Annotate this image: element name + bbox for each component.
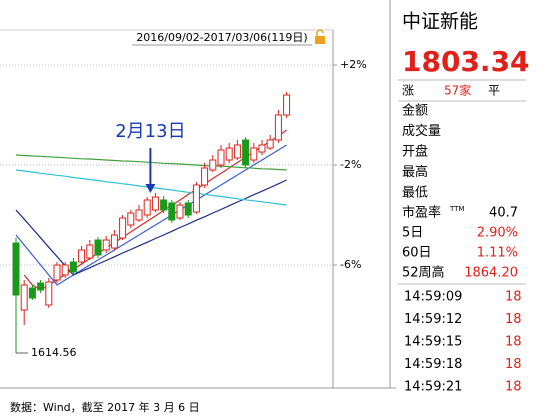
candle-body — [192, 184, 200, 213]
y-tick-label: +2% — [340, 58, 367, 71]
annotation: 2月13日 — [115, 121, 185, 142]
chart-header: 2016/09/02-2017/03/06(119日) — [136, 31, 307, 44]
stat-value: 2.90% — [477, 226, 518, 241]
candle-body — [102, 239, 110, 251]
arrow-head — [145, 184, 156, 193]
candle-body — [119, 217, 127, 239]
tick-time: 14:59:18 — [404, 357, 462, 372]
tick-time: 14:59:12 — [404, 312, 462, 327]
footer-note: 数据：Wind，截至 2017 年 3 月 6 日 — [10, 400, 200, 414]
lock-icon — [315, 29, 325, 44]
candle-body — [94, 239, 102, 256]
candle-body — [37, 282, 45, 291]
tick-price: 18 — [505, 357, 522, 372]
tick-price: 18 — [505, 290, 522, 305]
candle-body — [20, 284, 28, 311]
field-label: 金额 — [402, 103, 428, 119]
stat-sup: TTM — [449, 205, 464, 213]
candle-body — [242, 139, 250, 166]
candle-body — [61, 264, 69, 276]
candle-body — [184, 202, 192, 216]
candle-body — [53, 264, 61, 281]
candle-body — [143, 199, 151, 216]
stat-label: 52周高 — [402, 265, 445, 281]
candle-body — [12, 242, 20, 296]
candle-body — [209, 159, 217, 171]
candle-body — [283, 94, 291, 116]
y-tick-label: -2% — [340, 158, 361, 171]
candle-body — [168, 202, 176, 221]
field-label: 开盘 — [402, 144, 428, 160]
field-label: 成交量 — [402, 123, 441, 139]
candle-body — [45, 281, 53, 306]
candle-body — [151, 196, 159, 211]
index-price: 1803.34 — [402, 45, 530, 78]
stat-label: 市盈率 — [402, 205, 441, 221]
tick-price: 18 — [505, 312, 522, 327]
candle-body — [176, 204, 184, 219]
candle-body — [250, 147, 258, 161]
breadth-up: 涨 — [402, 83, 414, 98]
tick-time: 14:59:21 — [404, 380, 462, 395]
candle-body — [160, 199, 168, 211]
low-label: 1614.56 — [31, 346, 77, 359]
stat-label: 5日 — [402, 226, 423, 241]
candle-body — [78, 249, 86, 263]
candle-body — [233, 144, 241, 159]
breadth-count: 57家 — [444, 83, 471, 98]
tick-price: 18 — [505, 380, 522, 395]
candle-body — [266, 139, 274, 149]
tick-price: 18 — [505, 335, 522, 350]
field-label: 最低 — [402, 186, 428, 201]
candle-body — [86, 244, 94, 259]
candle-body — [135, 209, 143, 221]
candle-body — [201, 167, 209, 186]
stat-value: 1.11% — [477, 246, 518, 261]
moving-average-line — [15, 144, 287, 286]
candle-body — [274, 114, 282, 141]
field-label: 最高 — [402, 164, 428, 180]
y-tick-label: -6% — [340, 258, 361, 271]
candle-body — [258, 144, 266, 153]
moving-average-line — [15, 179, 287, 276]
stat-label: 60日 — [402, 246, 432, 261]
stat-value: 40.7 — [489, 206, 518, 221]
stat-value: 1864.20 — [464, 266, 518, 281]
tick-time: 14:59:09 — [404, 290, 462, 305]
breadth-flat: 平 — [488, 84, 500, 98]
quote-panel — [396, 0, 526, 392]
index-name: 中证新能 — [402, 11, 478, 33]
candle-body — [110, 234, 118, 249]
candle-body — [69, 261, 77, 273]
candle-body — [217, 149, 225, 166]
tick-time: 14:59:15 — [404, 335, 462, 350]
candle-body — [28, 287, 36, 299]
candle-body — [225, 147, 233, 161]
candle-body — [127, 212, 135, 226]
